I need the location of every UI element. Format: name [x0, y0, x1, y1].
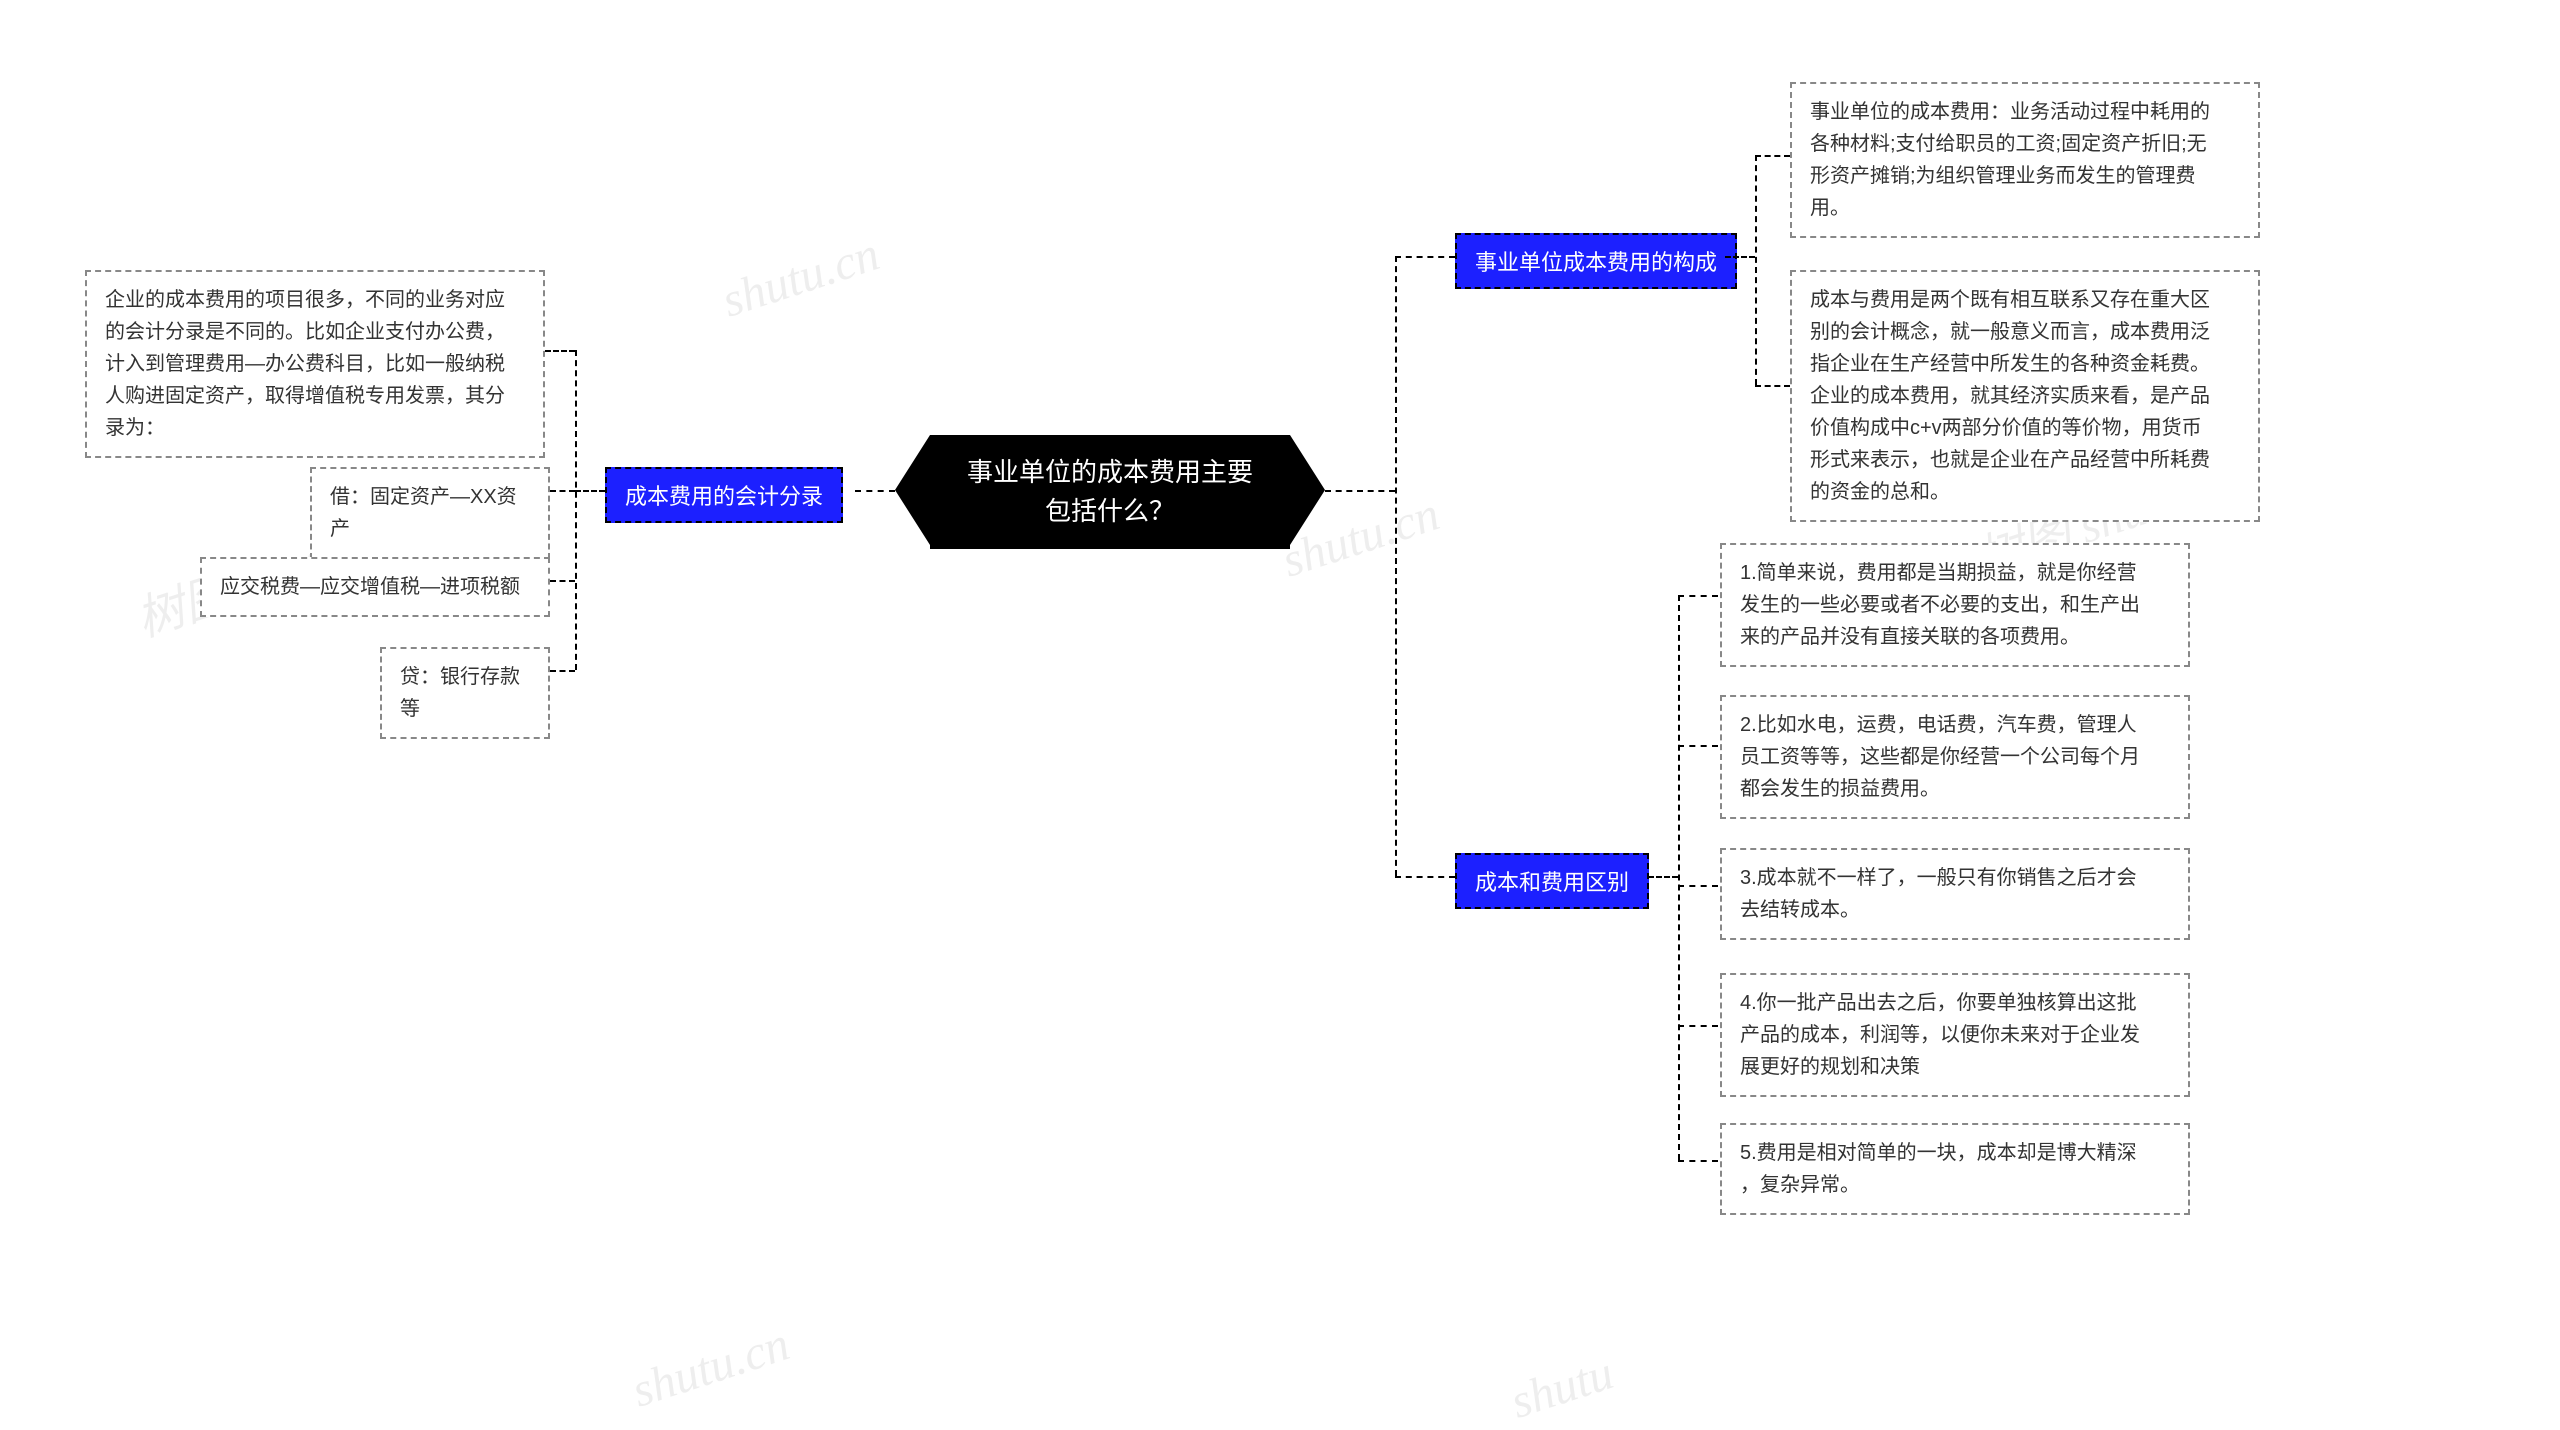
connector — [1755, 155, 1790, 157]
connector — [1648, 876, 1678, 878]
branch-right-1: 事业单位成本费用的构成 — [1455, 233, 1737, 289]
connector — [1325, 490, 1395, 492]
watermark: shutu.cn — [625, 1316, 795, 1418]
leaf-node: 企业的成本费用的项目很多，不同的业务对应的会计分录是不同的。比如企业支付办公费，… — [85, 270, 545, 458]
leaf-node: 3.成本就不一样了，一般只有你销售之后才会去结转成本。 — [1720, 848, 2190, 940]
connector — [575, 350, 577, 670]
leaf-node: 成本与费用是两个既有相互联系又存在重大区别的会计概念，就一般意义而言，成本费用泛… — [1790, 270, 2260, 522]
leaf-node: 借：固定资产—XX资产 — [310, 467, 550, 559]
connector — [1395, 256, 1397, 876]
connector — [855, 490, 895, 492]
branch-right-2: 成本和费用区别 — [1455, 853, 1649, 909]
connector — [1755, 385, 1790, 387]
root-node: 事业单位的成本费用主要包括什么？ — [930, 435, 1290, 549]
leaf-node: 4.你一批产品出去之后，你要单独核算出这批产品的成本，利润等，以便你未来对于企业… — [1720, 973, 2190, 1097]
connector — [550, 490, 575, 492]
connector — [1678, 595, 1718, 597]
leaf-node: 2.比如水电，运费，电话费，汽车费，管理人员工资等等，这些都是你经营一个公司每个… — [1720, 695, 2190, 819]
branch-left: 成本费用的会计分录 — [605, 467, 843, 523]
connector — [550, 670, 575, 672]
connector — [1395, 876, 1455, 878]
connector — [1755, 155, 1757, 385]
connector — [1678, 595, 1680, 1160]
connector — [1678, 745, 1718, 747]
leaf-node: 事业单位的成本费用：业务活动过程中耗用的各种材料;支付给职员的工资;固定资产折旧… — [1790, 82, 2260, 238]
watermark: shutu — [1504, 1345, 1620, 1429]
leaf-node: 应交税费—应交增值税—进项税额 — [200, 557, 550, 617]
leaf-node: 贷：银行存款等 — [380, 647, 550, 739]
connector — [545, 350, 575, 352]
connector — [1725, 256, 1755, 258]
connector — [1678, 1025, 1718, 1027]
leaf-node: 1.简单来说，费用都是当期损益，就是你经营发生的一些必要或者不必要的支出，和生产… — [1720, 543, 2190, 667]
connector — [1678, 1160, 1718, 1162]
watermark: shutu.cn — [715, 226, 885, 328]
connector — [575, 490, 605, 492]
connector — [1395, 256, 1455, 258]
connector — [550, 580, 575, 582]
leaf-node: 5.费用是相对简单的一块，成本却是博大精深，复杂异常。 — [1720, 1123, 2190, 1215]
connector — [1678, 885, 1718, 887]
